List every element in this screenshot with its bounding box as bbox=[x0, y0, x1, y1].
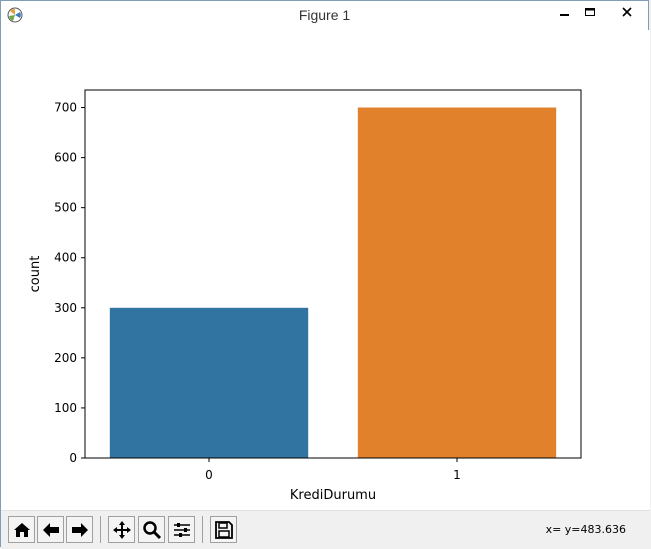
bar-0 bbox=[109, 307, 309, 458]
matplotlib-icon bbox=[7, 7, 23, 23]
minimize-icon bbox=[560, 14, 569, 16]
x-tick-label: 0 bbox=[205, 468, 213, 482]
title-bar[interactable]: Figure 1 bbox=[1, 1, 648, 30]
minimize-button[interactable] bbox=[550, 1, 580, 23]
maximize-button[interactable] bbox=[575, 1, 605, 23]
home-icon bbox=[13, 522, 30, 537]
window-title: Figure 1 bbox=[298, 7, 351, 23]
x-axis-label: KrediDurumu bbox=[290, 488, 376, 503]
zoom-button[interactable] bbox=[138, 516, 165, 543]
y-tick-label: 200 bbox=[54, 351, 77, 365]
coordinate-readout: x= y=483.636 bbox=[545, 523, 626, 536]
subplots-button[interactable] bbox=[168, 516, 195, 543]
bar-chart: 0 100 200 300 400 500 600 700 0 1 KrediDurumu count bbox=[28, 89, 582, 503]
y-tick-label: 300 bbox=[54, 301, 77, 315]
zoom-icon bbox=[142, 520, 161, 539]
pan-icon bbox=[112, 520, 131, 539]
save-button[interactable] bbox=[210, 516, 237, 543]
back-arrow-icon bbox=[42, 522, 59, 537]
plot-canvas[interactable]: 0 100 200 300 400 500 600 700 0 1 KrediDurumu count bbox=[1, 30, 650, 510]
y-tick-label: 400 bbox=[54, 251, 77, 265]
home-button[interactable] bbox=[8, 516, 35, 543]
bar-1 bbox=[357, 107, 557, 459]
navigation-toolbar: x= y=483.636 bbox=[1, 510, 650, 548]
back-button[interactable] bbox=[37, 516, 64, 543]
pan-button[interactable] bbox=[108, 516, 135, 543]
y-tick-label: 100 bbox=[54, 401, 77, 415]
y-axis-label: count bbox=[28, 256, 43, 293]
x-tick-label: 1 bbox=[453, 468, 461, 482]
axes-frame bbox=[84, 89, 582, 459]
maximize-icon bbox=[585, 8, 595, 16]
y-tick-label: 500 bbox=[54, 201, 77, 215]
subplots-icon bbox=[173, 522, 190, 537]
y-tick-label: 700 bbox=[54, 101, 77, 115]
y-tick-label: 0 bbox=[69, 451, 77, 465]
save-icon bbox=[214, 520, 233, 539]
close-icon bbox=[622, 7, 632, 17]
forward-arrow-icon bbox=[71, 522, 88, 537]
y-tick-label: 600 bbox=[54, 151, 77, 165]
toolbar-separator bbox=[100, 516, 101, 543]
close-button[interactable] bbox=[607, 1, 647, 23]
forward-button[interactable] bbox=[66, 516, 93, 543]
toolbar-separator bbox=[202, 516, 203, 543]
